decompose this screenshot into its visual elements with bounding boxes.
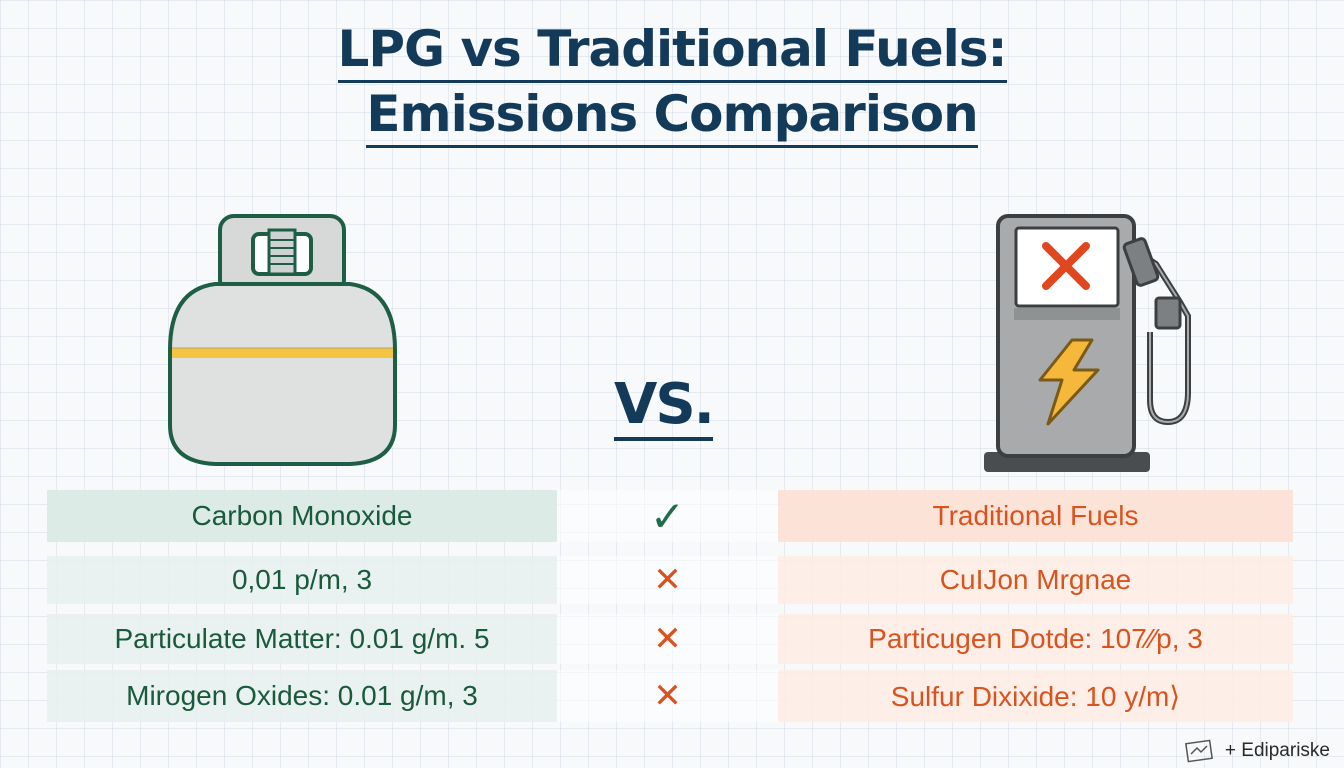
title-line-2: Emissions Comparison xyxy=(0,85,1344,148)
fuel-pump-icon xyxy=(984,214,1191,472)
table-row-right: Particugen Dotde: 107⁄⁄p, 3 xyxy=(778,614,1293,664)
vs-label: VS. xyxy=(614,372,734,441)
watermark-logo-icon xyxy=(1184,739,1213,763)
footer-watermark: + Edipariske xyxy=(1184,738,1330,764)
x-mark-icon xyxy=(1042,242,1090,290)
table-row-right: CuIJon Mrgnae xyxy=(778,556,1293,604)
x-mark-icon: ✕ xyxy=(557,556,778,604)
propane-tank-icon xyxy=(168,214,397,466)
x-mark-icon: ✕ xyxy=(557,614,778,664)
table-row-right: Sulfur Dixixide: 10 y/m⟩ xyxy=(778,670,1293,722)
table-header-right: Traditional Fuels xyxy=(778,490,1293,542)
check-mark-icon: ✓ xyxy=(557,490,778,542)
table-row-left: Mirogen Oxides: 0.01 g/m, 3 xyxy=(47,670,557,722)
footer-text: + Edipariske xyxy=(1224,740,1330,761)
table-row-left: 0,01 p/m, 3 xyxy=(47,556,557,604)
x-mark-icon: ✕ xyxy=(557,670,778,722)
lightning-icon xyxy=(1038,338,1100,426)
table-header-left: Carbon Monoxide xyxy=(47,490,557,542)
table-row-left: Particulate Matter: 0.01 g/m. 5 xyxy=(47,614,557,664)
title-line-1: LPG vs Traditional Fuels: xyxy=(0,20,1344,83)
